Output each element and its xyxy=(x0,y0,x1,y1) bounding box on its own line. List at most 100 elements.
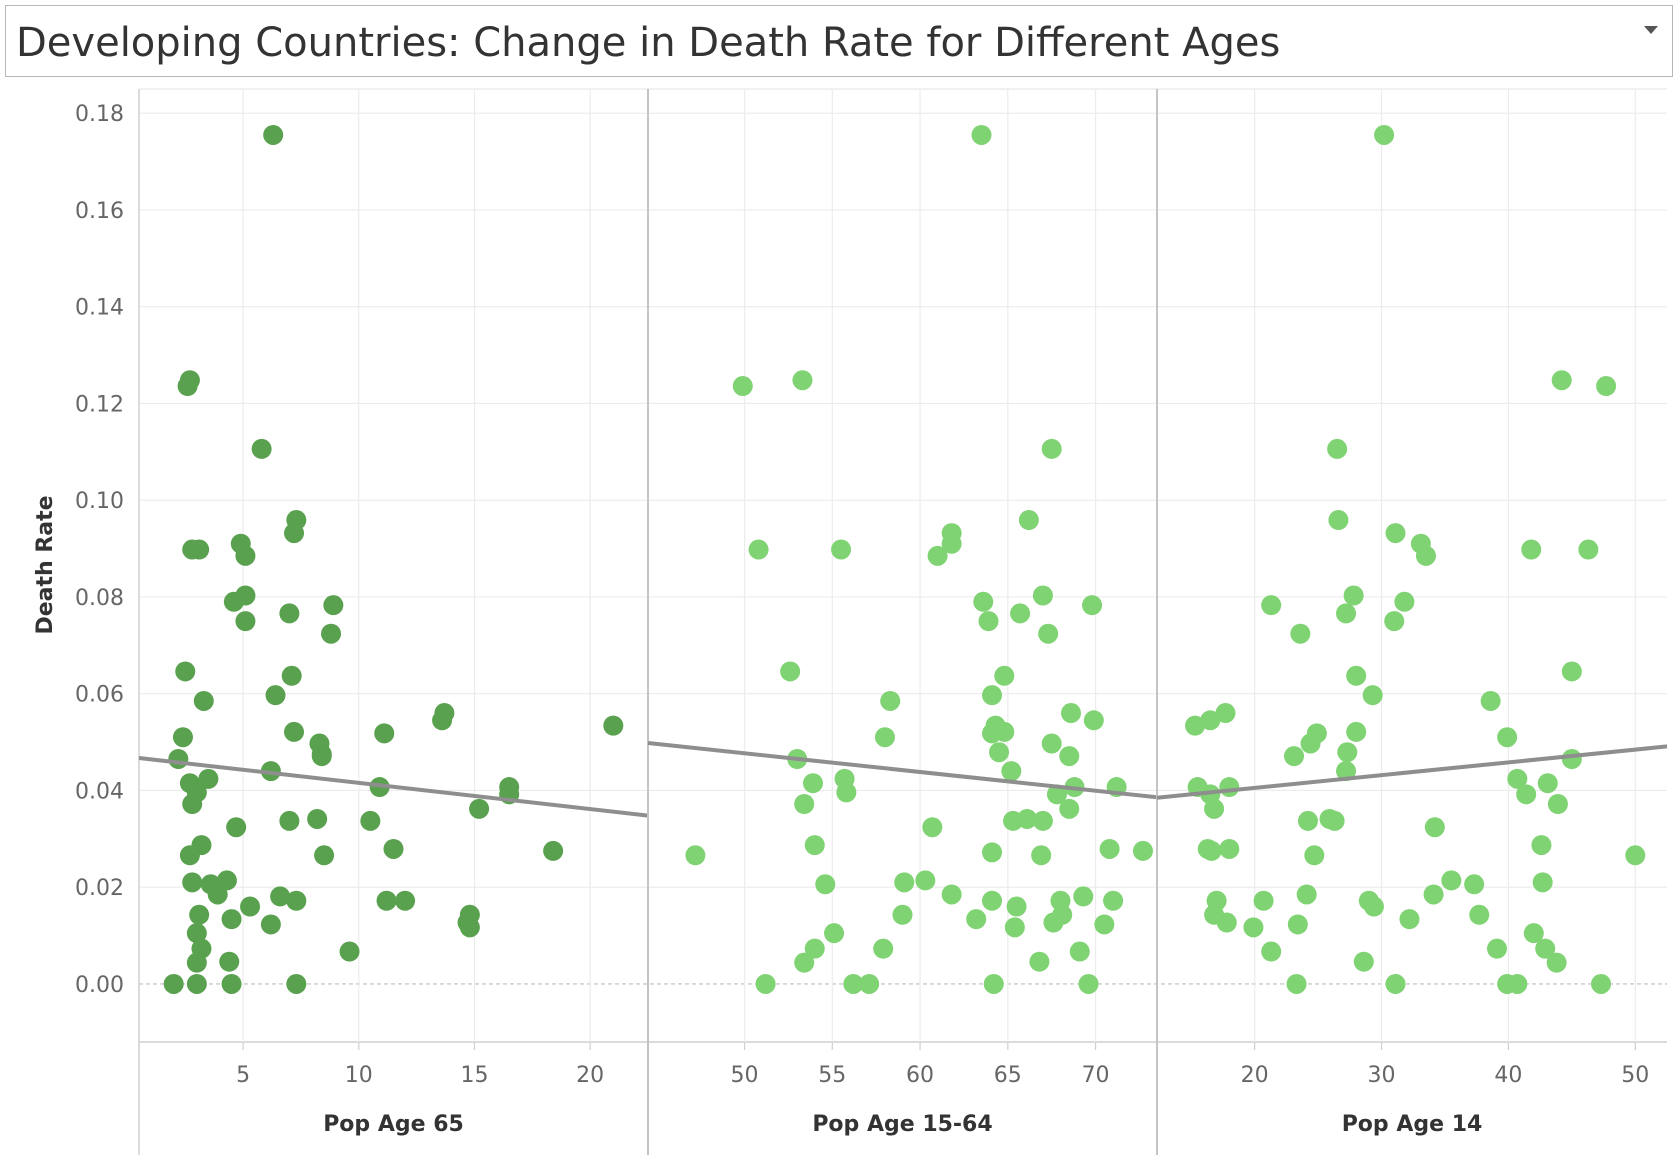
chevron-down-icon[interactable] xyxy=(1644,26,1658,34)
data-point xyxy=(859,973,880,994)
data-point xyxy=(279,603,300,624)
data-point xyxy=(1561,661,1582,682)
data-point xyxy=(395,890,416,911)
data-point xyxy=(323,595,344,616)
data-point xyxy=(824,923,845,944)
y-tick-label: 0.04 xyxy=(75,779,124,804)
data-point xyxy=(1073,886,1094,907)
x-tick-label: 50 xyxy=(731,1063,759,1088)
data-point xyxy=(1083,710,1104,731)
data-point xyxy=(892,904,913,925)
title-bar: Developing Countries: Change in Death Ra… xyxy=(5,5,1673,77)
data-point xyxy=(1532,872,1553,893)
data-point xyxy=(1363,896,1384,917)
x-tick-label: 10 xyxy=(345,1063,373,1088)
data-point xyxy=(1551,370,1572,391)
data-point xyxy=(1216,912,1237,933)
data-point xyxy=(1343,585,1364,606)
data-point xyxy=(1497,727,1518,748)
data-point xyxy=(182,793,203,814)
data-point xyxy=(198,768,219,789)
data-point xyxy=(307,808,328,829)
data-point xyxy=(1219,777,1240,798)
data-point xyxy=(1041,438,1062,459)
y-tick-label: 0.08 xyxy=(75,586,124,611)
data-point xyxy=(1537,773,1558,794)
data-point xyxy=(1132,840,1153,861)
data-point xyxy=(983,973,1004,994)
data-point xyxy=(1300,733,1321,754)
data-point xyxy=(927,545,948,566)
data-point xyxy=(802,773,823,794)
data-point xyxy=(1286,973,1307,994)
data-point xyxy=(1078,973,1099,994)
data-point xyxy=(1441,870,1462,891)
data-point xyxy=(314,845,335,866)
data-point xyxy=(459,917,480,938)
data-point xyxy=(755,973,776,994)
data-point xyxy=(263,124,284,145)
data-point xyxy=(1578,539,1599,560)
data-point xyxy=(311,746,332,767)
data-point xyxy=(279,810,300,831)
data-point xyxy=(1001,761,1022,782)
data-point xyxy=(1561,749,1582,770)
data-point xyxy=(874,727,895,748)
data-point xyxy=(804,835,825,856)
data-point xyxy=(804,938,825,959)
data-point xyxy=(186,952,207,973)
data-point xyxy=(1591,973,1612,994)
data-point xyxy=(1546,952,1567,973)
data-point xyxy=(982,890,1003,911)
data-point xyxy=(1041,733,1062,754)
data-point xyxy=(1006,896,1027,917)
data-point xyxy=(270,886,291,907)
trend-line xyxy=(1156,744,1668,800)
data-point xyxy=(1185,715,1206,736)
data-point xyxy=(1336,603,1357,624)
data-point xyxy=(685,845,706,866)
data-point xyxy=(1362,685,1383,706)
data-point xyxy=(1399,909,1420,930)
x-tick-label: 20 xyxy=(576,1063,604,1088)
y-tick-label: 0.06 xyxy=(75,683,124,708)
data-point xyxy=(376,890,397,911)
data-point xyxy=(792,370,813,391)
y-tick-label: 0.00 xyxy=(75,973,124,998)
data-point xyxy=(281,665,302,686)
data-point xyxy=(1336,761,1357,782)
data-point xyxy=(971,124,992,145)
data-point xyxy=(1099,838,1120,859)
data-point xyxy=(794,793,815,814)
data-point xyxy=(1018,510,1039,531)
data-point xyxy=(1415,545,1436,566)
data-point xyxy=(1384,611,1405,632)
data-point xyxy=(1103,890,1124,911)
data-point xyxy=(1324,810,1345,831)
data-point xyxy=(172,727,193,748)
data-point xyxy=(1004,917,1025,938)
trend-line xyxy=(647,741,1158,800)
data-point xyxy=(1287,914,1308,935)
data-point xyxy=(1069,941,1090,962)
data-point xyxy=(1516,784,1537,805)
data-point xyxy=(978,611,999,632)
data-point xyxy=(1480,690,1501,711)
data-point xyxy=(1243,917,1264,938)
data-point xyxy=(1464,874,1485,895)
data-point xyxy=(235,611,256,632)
data-point xyxy=(240,896,261,917)
data-point xyxy=(748,539,769,560)
x-tick-label: 15 xyxy=(460,1063,488,1088)
data-point xyxy=(1596,376,1617,397)
data-point xyxy=(177,376,198,397)
data-point xyxy=(1337,742,1358,763)
x-tick-label: 30 xyxy=(1368,1063,1396,1088)
data-point xyxy=(880,690,901,711)
x-tick-label: 20 xyxy=(1241,1063,1269,1088)
data-point xyxy=(265,685,286,706)
data-point xyxy=(941,884,962,905)
data-point xyxy=(1032,810,1053,831)
data-point xyxy=(1374,124,1395,145)
